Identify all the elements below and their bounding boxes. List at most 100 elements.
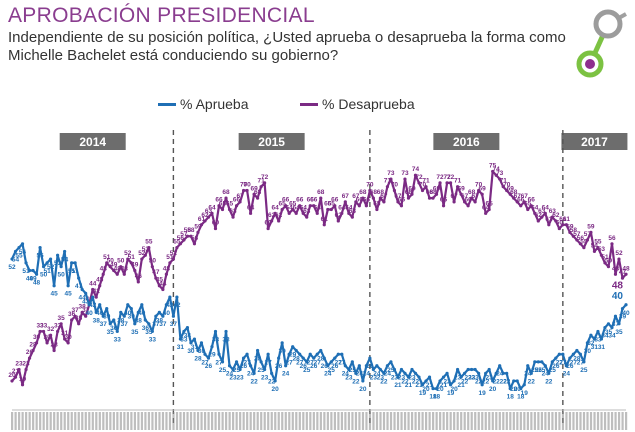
x-tick-label	[572, 412, 575, 430]
disapprove-final-value-label: 48	[612, 280, 624, 291]
approve-point	[238, 367, 242, 372]
disapprove-data-label: 37	[72, 307, 80, 314]
approve-data-label: 24	[373, 371, 381, 378]
disapprove-data-label: 21	[12, 368, 20, 375]
approve-data-label: 37	[159, 321, 167, 328]
disapprove-point	[77, 322, 81, 326]
approve-point	[157, 310, 161, 314]
approve-data-label: 22	[250, 378, 258, 385]
x-tick-label	[126, 412, 129, 430]
disapprove-data-label: 69	[507, 185, 515, 192]
disapprove-data-label: 69	[457, 185, 465, 192]
disapprove-point	[238, 200, 242, 204]
x-tick-label	[579, 412, 582, 430]
approve-data-label: 20	[272, 386, 280, 393]
disapprove-point	[392, 188, 397, 193]
disapprove-data-label: 62	[335, 212, 343, 219]
approve-point	[603, 326, 607, 330]
approve-point	[182, 329, 186, 334]
approve-point	[424, 379, 428, 383]
approve-data-label: 37	[152, 321, 160, 328]
disapprove-data-label: 52	[170, 250, 178, 257]
disapprove-point	[227, 207, 232, 212]
approve-final-value-label: 40	[612, 291, 624, 302]
approve-point	[168, 295, 172, 299]
disapprove-point	[182, 238, 186, 242]
approve-data-label: 34	[608, 333, 616, 340]
x-tick-label	[414, 412, 417, 430]
approve-point	[150, 329, 154, 334]
disapprove-point	[217, 204, 221, 208]
disapprove-point	[413, 173, 418, 177]
disapprove-point	[315, 211, 319, 215]
disapprove-data-label: 70	[391, 181, 399, 188]
disapprove-point	[368, 188, 372, 193]
disapprove-point	[557, 226, 561, 231]
disapprove-point	[294, 211, 298, 215]
x-tick-label	[172, 412, 175, 430]
approve-data-label: 25	[538, 367, 546, 374]
approve-data-label: 42	[166, 302, 174, 309]
disapprove-data-label: 62	[535, 212, 543, 219]
x-tick-label	[18, 412, 21, 430]
approve-data-label: 25	[328, 367, 336, 374]
approve-data-label: 21	[415, 382, 423, 389]
approve-point	[417, 375, 421, 379]
x-tick-label	[410, 412, 414, 430]
x-tick-label	[84, 412, 87, 430]
approve-data-label: 56	[19, 249, 27, 256]
disapprove-data-label: 68	[468, 189, 476, 196]
disapprove-data-label: 55	[173, 239, 181, 246]
approve-point	[245, 352, 249, 356]
x-tick-label	[14, 412, 17, 430]
disapprove-point	[417, 181, 421, 185]
disapprove-point	[80, 310, 84, 314]
disapprove-point	[403, 177, 407, 181]
approve-data-label: 39	[103, 314, 111, 321]
disapprove-point	[133, 268, 137, 273]
approve-data-label: 25	[580, 367, 588, 374]
disapprove-point	[175, 246, 179, 250]
disapprove-data-label: 74	[412, 166, 420, 173]
x-tick-label	[365, 412, 368, 430]
x-tick-label	[512, 412, 515, 430]
x-tick-label	[340, 412, 344, 430]
x-tick-label	[347, 412, 351, 430]
disapprove-point	[213, 226, 218, 231]
disapprove-point	[252, 192, 256, 196]
x-tick-label	[260, 412, 263, 430]
approve-point	[540, 360, 544, 364]
approve-point	[354, 371, 358, 375]
approve-data-label: 33	[180, 336, 188, 343]
x-tick-label	[158, 412, 161, 430]
x-tick-label	[249, 412, 252, 430]
disapprove-data-label: 58	[184, 227, 192, 234]
x-tick-label	[554, 412, 558, 430]
approve-point	[487, 367, 491, 372]
disapprove-point	[161, 287, 165, 292]
x-tick-label	[393, 412, 396, 430]
disapprove-data-label: 74	[493, 166, 501, 173]
x-tick-label	[186, 412, 189, 430]
x-tick-label	[565, 412, 568, 430]
approve-data-label: 23	[345, 375, 353, 382]
disapprove-point	[561, 223, 565, 227]
x-tick-label	[375, 412, 379, 430]
disapprove-point	[231, 215, 235, 219]
approve-data-label: 27	[286, 359, 294, 366]
disapprove-data-label: 35	[75, 315, 83, 322]
approve-point	[31, 268, 35, 273]
approve-data-label: 49	[26, 275, 34, 282]
approve-data-label: 26	[310, 363, 318, 370]
disapprove-data-label: 30	[43, 334, 51, 341]
x-tick-label	[593, 412, 596, 430]
disapprove-data-label: 72	[443, 174, 451, 181]
disapprove-point	[273, 211, 277, 215]
approve-data-label: 35	[605, 329, 613, 336]
approve-point	[501, 371, 505, 375]
approve-point	[494, 371, 498, 375]
approve-data-label: 23	[370, 375, 378, 382]
approve-point	[70, 261, 74, 265]
disapprove-data-label: 51	[103, 254, 111, 261]
approve-data-label: 21	[394, 382, 402, 389]
